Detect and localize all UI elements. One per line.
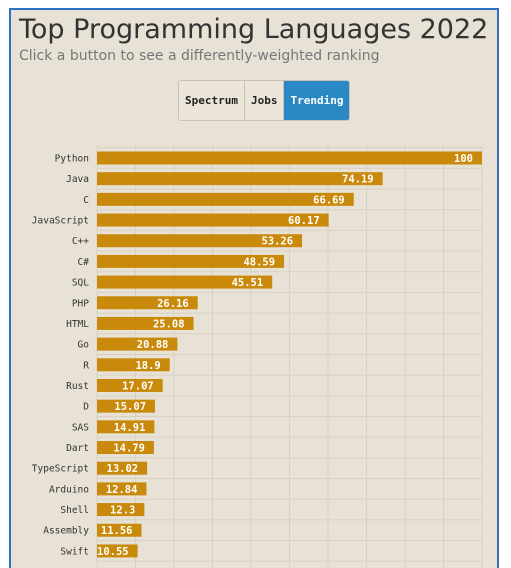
value-label: 15.07: [114, 401, 146, 413]
value-label: 14.91: [114, 422, 146, 434]
bar[interactable]: [97, 151, 482, 165]
bar[interactable]: [97, 482, 147, 496]
category-label: Shell: [60, 505, 89, 516]
bar[interactable]: [97, 192, 354, 206]
bar[interactable]: [97, 441, 154, 455]
bar[interactable]: [97, 172, 383, 186]
bar[interactable]: [97, 234, 303, 248]
category-label: Dart: [66, 443, 89, 454]
value-label: 17.07: [122, 380, 154, 392]
value-label: 74.19: [342, 174, 374, 186]
value-label: 26.16: [157, 298, 189, 310]
value-label: 13.02: [107, 463, 139, 475]
category-label: HTML: [66, 319, 89, 330]
category-label: JavaScript: [32, 216, 89, 227]
bar[interactable]: [97, 523, 142, 537]
chart-panel: Top Programming Languages 2022 Click a b…: [9, 8, 499, 568]
bar-chart: Python 100 Java 74.19 C 66.69 JavaScript 60.17 C…: [32, 145, 483, 568]
bar[interactable]: [97, 316, 194, 330]
category-label: Java: [66, 174, 89, 185]
category-label: Swift: [60, 546, 89, 557]
category-label: Arduino: [49, 484, 89, 495]
value-label: 53.26: [261, 236, 293, 248]
category-label: Assembly: [43, 526, 89, 537]
value-label: 66.69: [313, 194, 345, 206]
chart-subtitle: Click a button to see a differently-weig…: [19, 48, 380, 64]
bar[interactable]: [97, 503, 145, 517]
bar[interactable]: [97, 337, 178, 351]
value-label: 25.08: [153, 318, 185, 330]
bar[interactable]: [97, 254, 285, 268]
value-label: 100: [454, 153, 473, 165]
value-label: 10.55: [97, 546, 129, 558]
category-label: Go: [78, 340, 90, 351]
value-label: 20.88: [137, 339, 169, 351]
bar[interactable]: [97, 544, 138, 558]
value-label: 45.51: [232, 277, 264, 289]
bar[interactable]: [97, 213, 329, 227]
jobs-button[interactable]: Jobs: [244, 81, 285, 120]
category-label: Rust: [66, 381, 89, 392]
value-label: 12.3: [110, 505, 135, 517]
bar[interactable]: [97, 461, 148, 475]
bar[interactable]: [97, 296, 198, 310]
bar[interactable]: [97, 358, 170, 372]
value-label: 18.9: [135, 360, 160, 372]
category-label: SAS: [72, 422, 89, 433]
value-label: 14.79: [113, 443, 145, 455]
value-label: 60.17: [288, 215, 320, 227]
category-label: R: [83, 360, 89, 371]
spectrum-button[interactable]: Spectrum: [179, 81, 245, 120]
bar[interactable]: [97, 420, 155, 434]
category-label: C++: [72, 236, 89, 247]
ranking-button-group: Spectrum Jobs Trending: [178, 80, 351, 121]
category-label: D: [83, 402, 89, 413]
category-label: Python: [55, 154, 89, 165]
category-label: C#: [78, 257, 90, 268]
bar[interactable]: [97, 378, 163, 392]
category-label: C: [83, 195, 89, 206]
value-label: 12.84: [106, 484, 138, 496]
category-label: SQL: [72, 278, 89, 289]
chart-title: Top Programming Languages 2022: [19, 14, 489, 45]
trending-button[interactable]: Trending: [284, 81, 350, 120]
bar[interactable]: [97, 275, 273, 289]
bar[interactable]: [97, 399, 156, 413]
value-label: 48.59: [243, 256, 275, 268]
value-label: 11.56: [101, 525, 133, 537]
category-label: TypeScript: [32, 464, 89, 475]
category-label: PHP: [72, 298, 89, 309]
